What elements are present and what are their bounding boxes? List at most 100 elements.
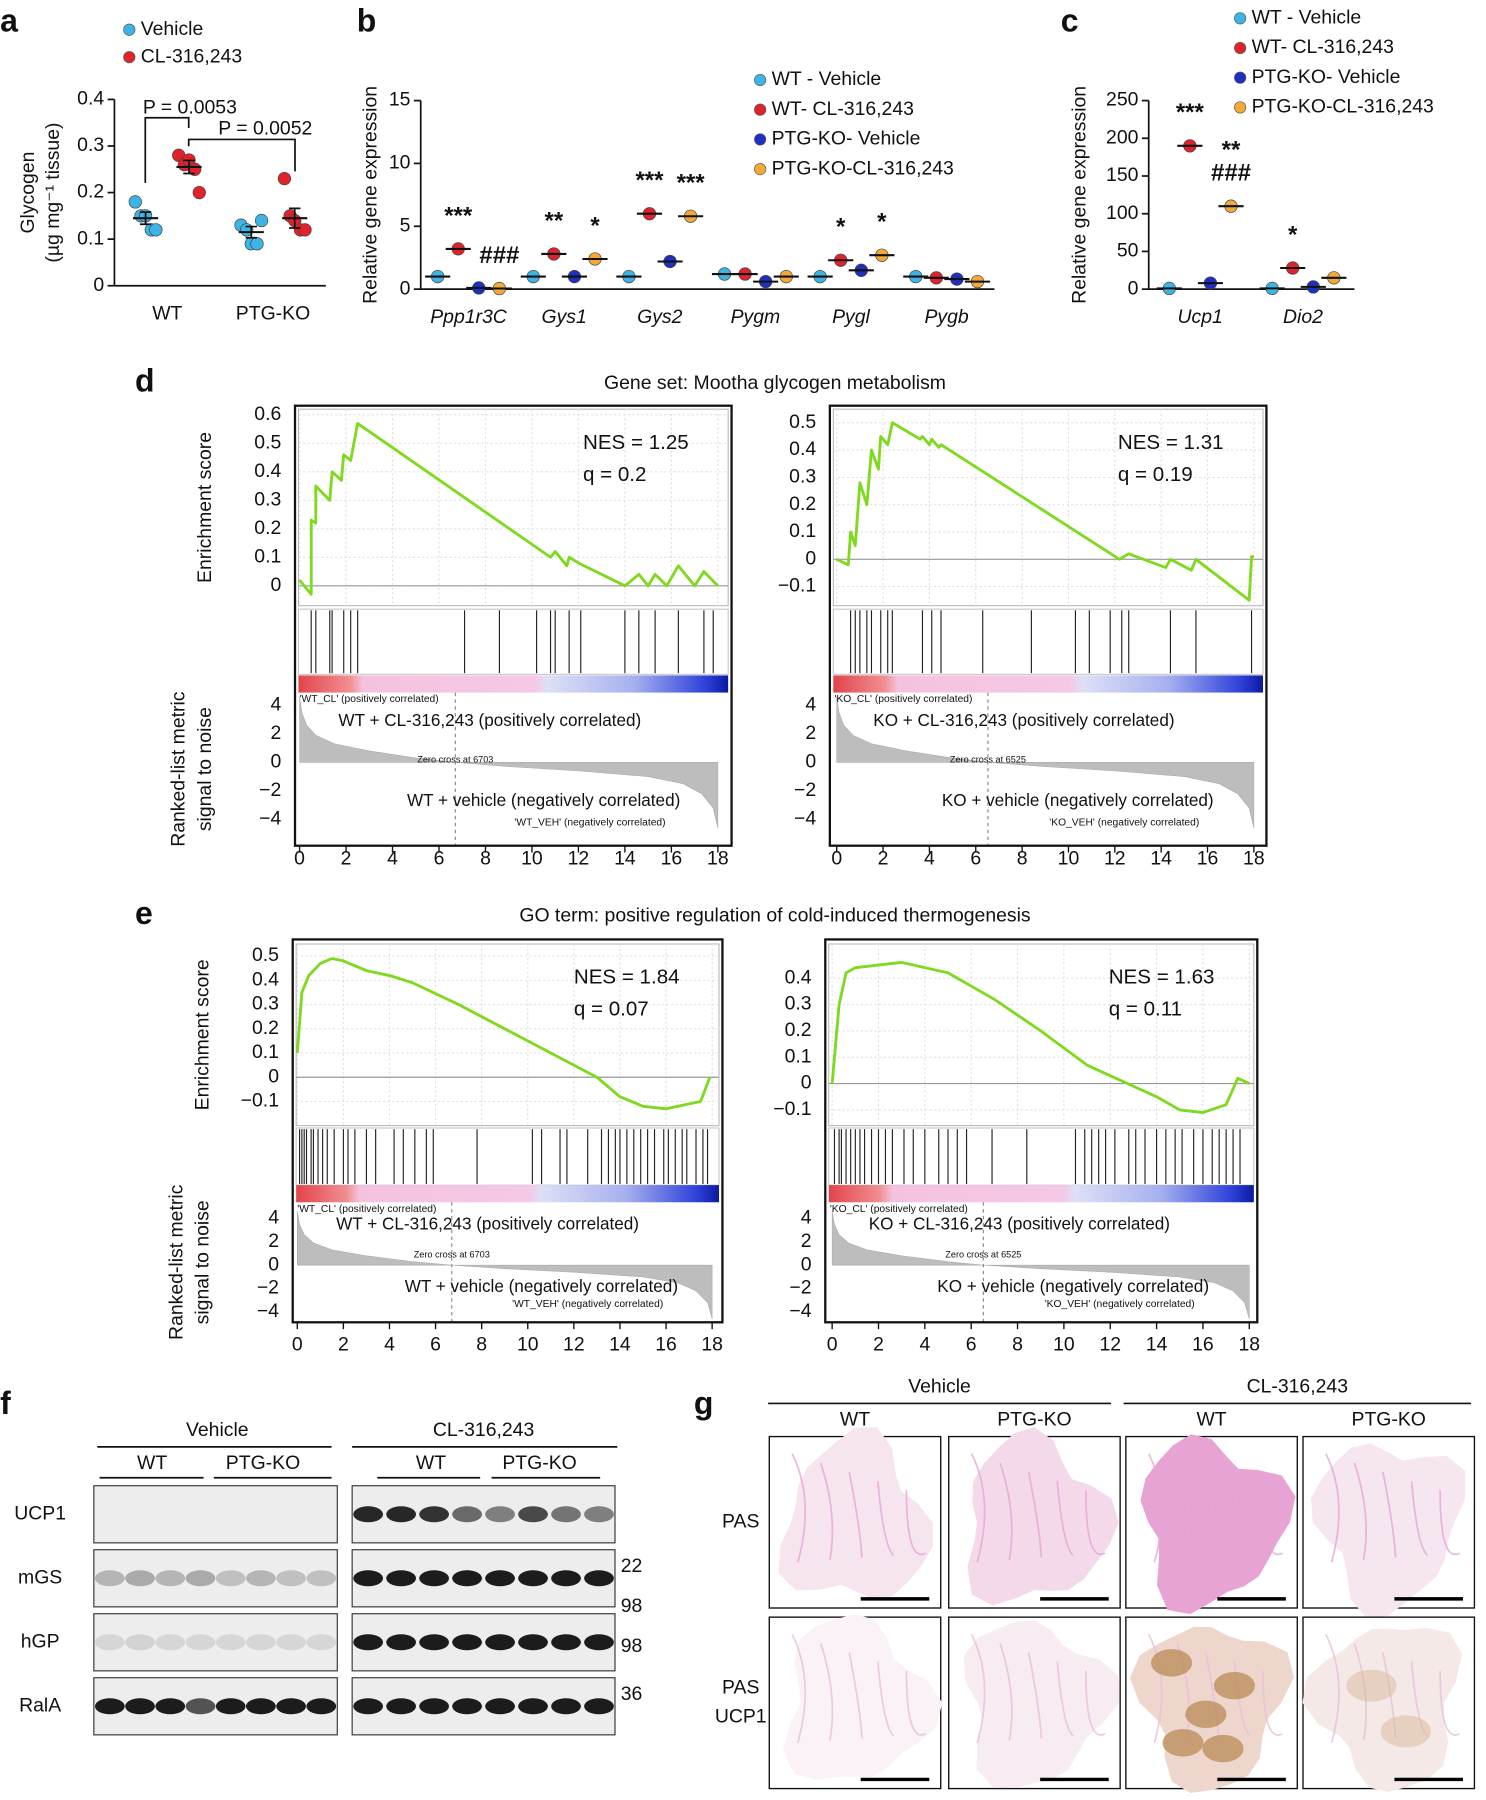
y-tick-label: 0.2 bbox=[254, 517, 281, 539]
blot-band bbox=[276, 1698, 306, 1715]
tissue-strand bbox=[1147, 1633, 1163, 1744]
genotype-label: PTG-KO bbox=[1352, 1409, 1426, 1431]
x-tick-label: Ucp1 bbox=[1177, 306, 1222, 328]
x-tick-label: 16 bbox=[661, 848, 683, 870]
data-point bbox=[192, 185, 206, 200]
blot-band bbox=[155, 1570, 186, 1587]
significance: *** bbox=[635, 167, 664, 194]
legend-label: PTG-KO-CL-316,243 bbox=[772, 157, 954, 179]
plot-frame bbox=[824, 938, 1259, 1324]
x-tick-label: 8 bbox=[476, 1333, 487, 1355]
tissue-strand bbox=[1382, 1471, 1397, 1558]
tissue-strand bbox=[905, 1670, 927, 1736]
y-tick-label: 100 bbox=[1106, 202, 1139, 224]
es-plot-area bbox=[832, 408, 1264, 607]
significance: * bbox=[1288, 221, 1298, 248]
blot-band bbox=[185, 1570, 216, 1587]
x-tick-label: Ppp1r3C bbox=[430, 306, 508, 328]
y-tick-label: 200 bbox=[1106, 126, 1139, 148]
y-tick-label: 5 bbox=[400, 214, 411, 236]
blot-band bbox=[215, 1698, 246, 1715]
metric-tick-label: 0 bbox=[268, 1253, 279, 1275]
blot-band bbox=[551, 1570, 581, 1587]
significance: *** bbox=[677, 170, 706, 197]
legend-label: Vehicle bbox=[141, 18, 204, 40]
blot-band bbox=[518, 1634, 548, 1651]
genotype-label: PTG-KO bbox=[997, 1409, 1071, 1431]
legend-label: PTG-KO- Vehicle bbox=[772, 128, 921, 150]
blot-band bbox=[276, 1634, 306, 1651]
genotype-label: WT bbox=[416, 1452, 446, 1474]
tissue-strand bbox=[1147, 1453, 1163, 1563]
tissue bbox=[783, 1614, 943, 1780]
zero-cross-label: Zero cross at 6703 bbox=[414, 1250, 490, 1260]
x-tick-label: 8 bbox=[480, 848, 491, 870]
y-tick-label: 0 bbox=[805, 547, 816, 569]
y-tick-label: 0.4 bbox=[789, 438, 816, 460]
x-tick-label: 4 bbox=[924, 848, 935, 870]
metric-tick-label: 0 bbox=[801, 1253, 812, 1275]
x-tick-label: 14 bbox=[614, 848, 636, 870]
tissue-strand bbox=[848, 1471, 863, 1558]
tissue-strand bbox=[999, 1462, 1013, 1561]
y-tick-label: 15 bbox=[389, 89, 411, 111]
error-bar bbox=[245, 225, 257, 239]
x-tick-label: 12 bbox=[563, 1333, 585, 1355]
y-tick-label: 0.1 bbox=[785, 1045, 812, 1067]
pos-class-small: 'WT_CL' (positively correlated) bbox=[300, 694, 439, 705]
legend-label: WT - Vehicle bbox=[1252, 6, 1362, 28]
size-marker: 98 bbox=[621, 1595, 643, 1617]
rank-color-bar bbox=[298, 675, 729, 693]
blot-band bbox=[95, 1570, 125, 1587]
bracket bbox=[187, 138, 296, 172]
x-tick-label: 2 bbox=[338, 1333, 349, 1355]
blot-band bbox=[419, 1506, 449, 1523]
y-tick-label: 0.1 bbox=[254, 545, 281, 567]
blot-band bbox=[246, 1570, 276, 1587]
ucp1-stain bbox=[1162, 1729, 1204, 1757]
legend-label: CL-316,243 bbox=[141, 45, 242, 67]
tissue-strand bbox=[1027, 1652, 1043, 1739]
blot-band bbox=[386, 1506, 416, 1523]
data-point bbox=[254, 213, 269, 228]
blot-band bbox=[353, 1570, 383, 1587]
plot-frame bbox=[828, 404, 1268, 847]
blot-band bbox=[419, 1698, 449, 1715]
es-plot-area bbox=[297, 408, 729, 607]
blot-band bbox=[215, 1634, 246, 1651]
y-tick-label: 0 bbox=[93, 274, 104, 296]
x-tick-label: 16 bbox=[655, 1333, 677, 1355]
blot-band bbox=[155, 1698, 186, 1715]
tissue-strand bbox=[1410, 1481, 1429, 1557]
x-tick-label: 10 bbox=[517, 1333, 539, 1355]
panel-label: g bbox=[694, 1385, 714, 1421]
stain-label: PAS bbox=[722, 1677, 759, 1699]
neg-class-label: KO + vehicle (negatively correlated) bbox=[937, 1276, 1209, 1296]
treatment-label: CL-316,243 bbox=[1247, 1376, 1348, 1398]
x-tick-label: PTG-KO bbox=[236, 302, 310, 324]
y-tick-label: 0 bbox=[268, 1065, 279, 1087]
y-tick-label: 0.3 bbox=[785, 993, 812, 1015]
x-tick-label: 12 bbox=[1099, 1333, 1121, 1355]
tissue-strand bbox=[1027, 1471, 1043, 1558]
y-axis-label: Ranked-list metric bbox=[165, 1184, 187, 1340]
y-axis-label: Enrichment score bbox=[192, 959, 214, 1110]
blot-band bbox=[551, 1698, 581, 1715]
y-axis-label: Relative gene expression bbox=[360, 86, 382, 304]
tissue-strand bbox=[791, 1453, 807, 1563]
q-label: q = 0.2 bbox=[583, 463, 646, 486]
data-point bbox=[277, 171, 292, 186]
y-tick-label: 0.2 bbox=[785, 1019, 812, 1041]
pos-class-label: WT + CL-316,243 (positively correlated) bbox=[338, 710, 641, 730]
x-tick-label: 2 bbox=[878, 848, 889, 870]
tissue-strand bbox=[877, 1661, 895, 1737]
y-axis-label: signal to noise bbox=[194, 707, 216, 831]
blot-band bbox=[485, 1570, 515, 1587]
p-value: P = 0.0052 bbox=[218, 117, 312, 139]
blot-band bbox=[551, 1506, 581, 1523]
x-tick-label: 16 bbox=[1192, 1333, 1214, 1355]
legend-label: PTG-KO- Vehicle bbox=[1252, 66, 1401, 88]
metric-tick-label: −4 bbox=[257, 1300, 279, 1322]
neg-class-small: 'WT_VEH' (negatively correlated) bbox=[514, 817, 665, 828]
x-tick-label: Gys1 bbox=[541, 306, 586, 328]
